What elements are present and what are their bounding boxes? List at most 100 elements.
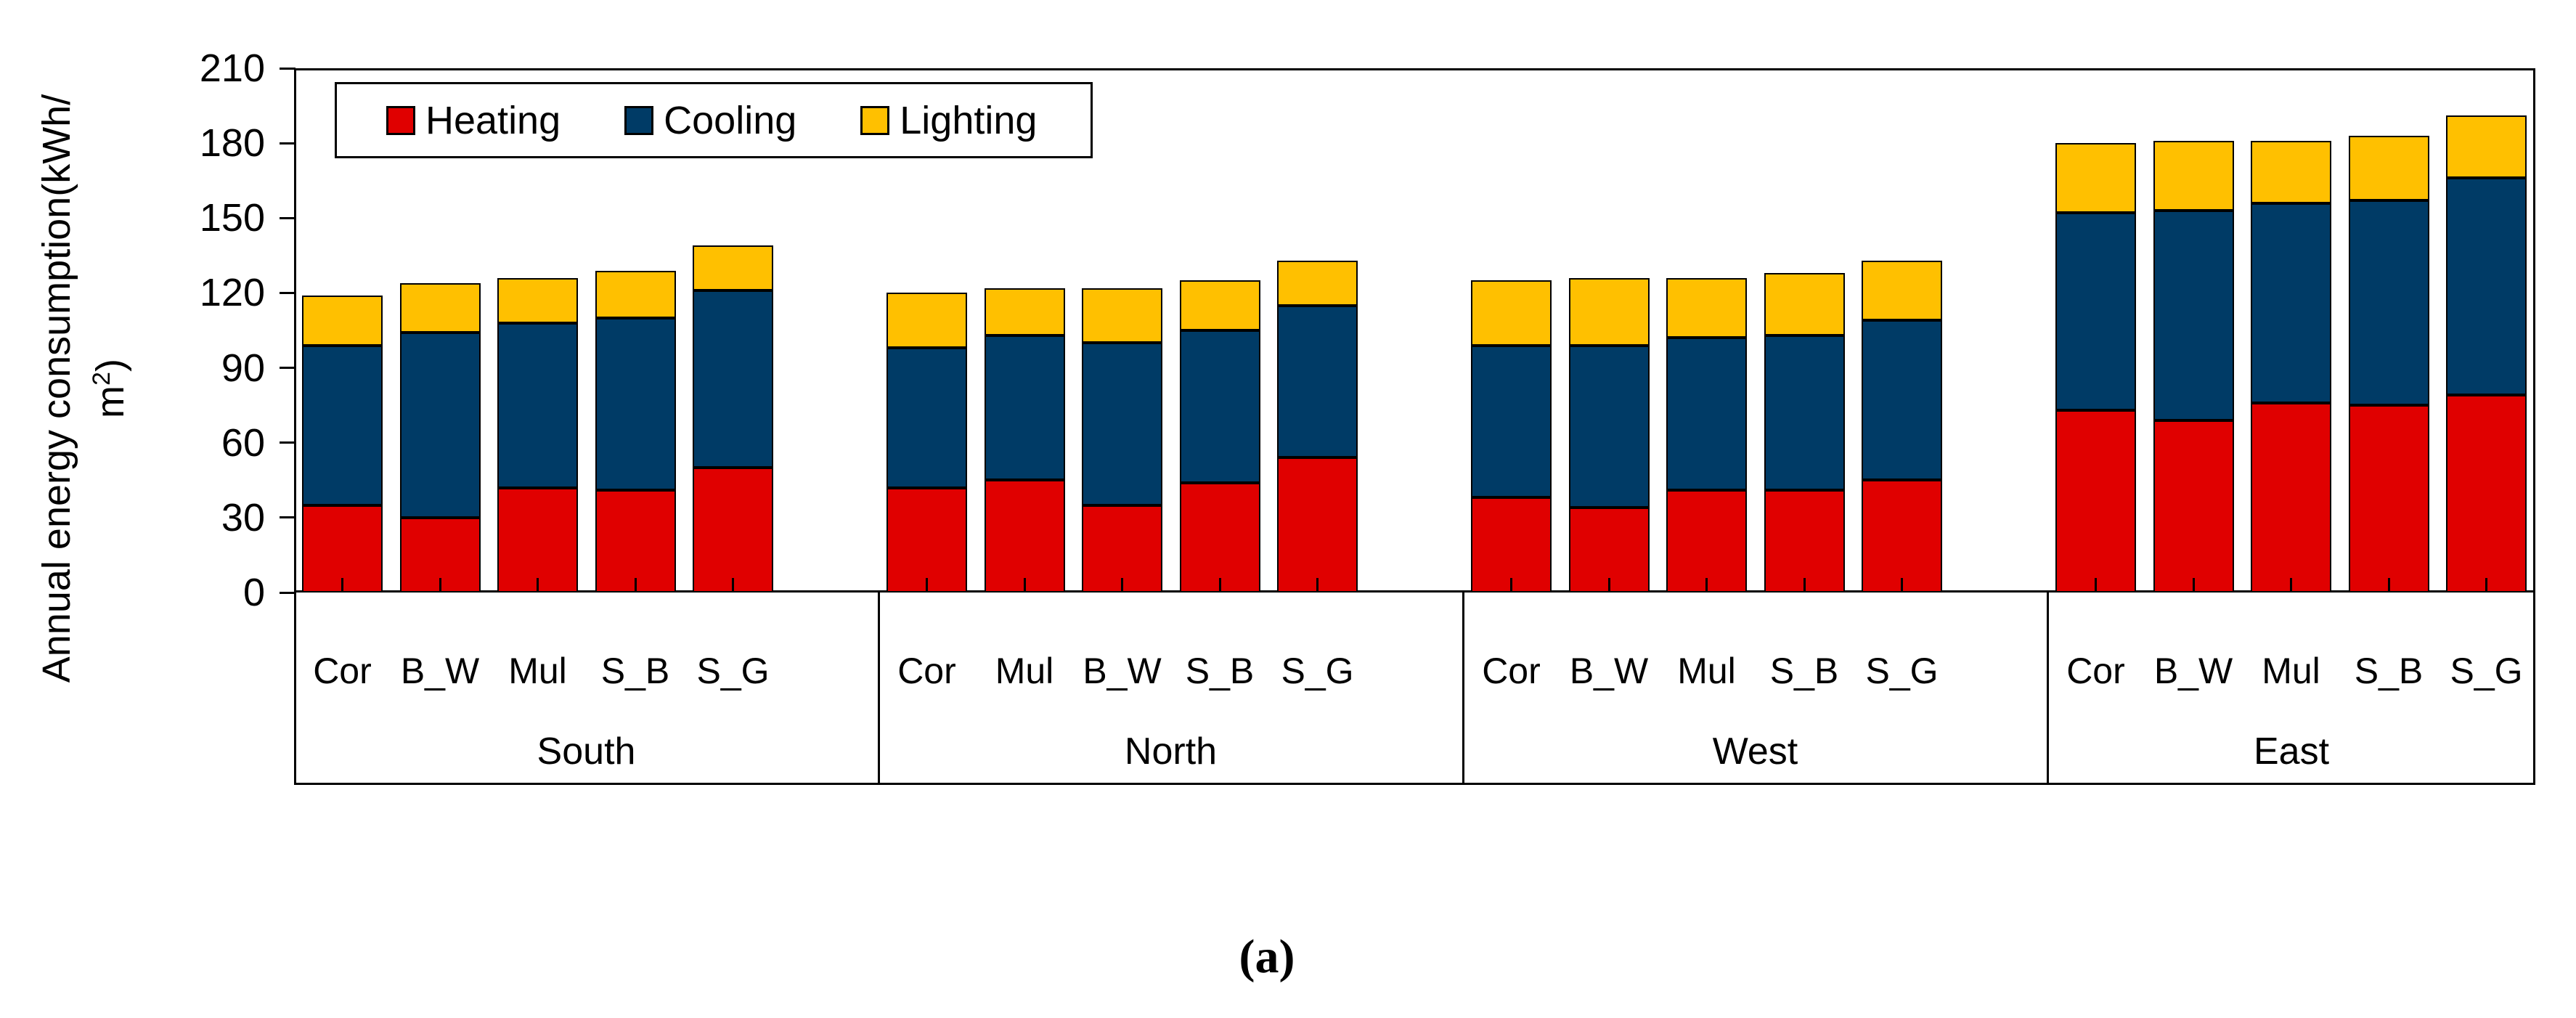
bar-segment-cooling (1082, 343, 1162, 505)
label-area-right-line (2533, 593, 2535, 783)
bar-segment-lighting (399, 282, 481, 333)
bar-segment-heating (1082, 505, 1162, 593)
cooling-swatch-icon (624, 105, 654, 135)
legend-label-cooling: Cooling (664, 98, 797, 142)
x-tick-mark (1607, 578, 1610, 593)
bar-segment-heating (886, 487, 967, 593)
bar-segment-cooling (302, 345, 383, 505)
bar-segment-cooling (497, 322, 578, 488)
group-label-west: West (1712, 730, 1798, 773)
bar-segment-lighting (1082, 288, 1162, 343)
x-tick-mark (1316, 578, 1318, 593)
bar-segment-lighting (1277, 260, 1358, 306)
bar-segment-lighting (693, 245, 773, 290)
x-tick-mark (1218, 578, 1221, 593)
stacked-bar-east-s_b (2348, 135, 2429, 593)
bar-segment-heating (2251, 402, 2331, 593)
heating-swatch-icon (386, 105, 415, 135)
x-category-label-west-s_b: S_B (1769, 651, 1839, 691)
y-tick-label-0: 0 (242, 571, 265, 614)
bar-segment-lighting (1862, 260, 1942, 321)
bar-segment-heating (497, 487, 578, 593)
bar-segment-cooling (595, 317, 676, 491)
y-tick-mark (280, 367, 295, 370)
bar-segment-heating (2446, 395, 2527, 593)
bar-segment-cooling (2446, 178, 2527, 396)
y-tick-mark (280, 216, 295, 219)
group-label-east: East (2253, 730, 2330, 773)
bar-segment-heating (1471, 497, 1552, 593)
bar-segment-cooling (2055, 213, 2136, 411)
stacked-bar-north-cor (886, 293, 967, 593)
x-category-label-south-s_g: S_G (696, 651, 770, 691)
x-category-label-east-b_w: B_W (2153, 651, 2233, 691)
x-category-label-east-cor: Cor (2066, 651, 2125, 691)
x-tick-mark (2290, 578, 2292, 593)
legend: Heating Cooling Lighting (335, 82, 1093, 158)
y-tick-mark (280, 67, 295, 70)
bar-segment-heating (595, 490, 676, 593)
y-axis-title: Annual energy consumption(kWh/ m2) (34, 0, 132, 791)
bar-segment-lighting (1568, 277, 1650, 346)
x-category-label-east-s_b: S_B (2354, 651, 2424, 691)
group-divider-line (2046, 593, 2049, 783)
bar-segment-lighting (1179, 280, 1260, 330)
y-tick-label-90: 90 (221, 346, 265, 390)
bar-segment-cooling (1471, 345, 1552, 498)
bar-segment-lighting (2153, 140, 2234, 211)
y-tick-label-180: 180 (199, 121, 265, 166)
x-tick-mark (439, 578, 441, 593)
bar-segment-cooling (1568, 345, 1650, 508)
legend-item-cooling: Cooling (624, 98, 796, 143)
x-tick-mark (1901, 578, 1903, 593)
bar-segment-lighting (2348, 135, 2429, 201)
bar-segment-heating (2055, 410, 2136, 593)
stacked-bar-north-s_g (1277, 260, 1358, 593)
bar-segment-lighting (984, 288, 1065, 335)
legend-item-lighting: Lighting (860, 98, 1037, 143)
x-tick-mark (341, 578, 343, 593)
bar-segment-heating (1862, 480, 1942, 593)
bar-segment-cooling (2251, 203, 2331, 403)
stacked-bar-west-s_b (1764, 272, 1845, 593)
x-category-label-west-b_w: B_W (1569, 651, 1649, 691)
legend-label-heating: Heating (425, 98, 561, 142)
bar-segment-lighting (2446, 115, 2527, 179)
bar-segment-cooling (1179, 330, 1260, 483)
bar-segment-cooling (1862, 320, 1942, 481)
group-label-south: South (537, 730, 636, 773)
group-divider-line (294, 593, 296, 783)
bar-segment-cooling (399, 333, 481, 518)
stacked-bar-west-cor (1471, 280, 1552, 593)
bar-segment-lighting (302, 295, 383, 346)
stacked-bar-north-b_w (1082, 288, 1162, 593)
y-tick-mark (280, 516, 295, 519)
x-category-label-west-cor: Cor (1482, 651, 1541, 691)
x-tick-mark (2387, 578, 2390, 593)
bar-segment-lighting (595, 270, 676, 318)
y-tick-label-210: 210 (199, 46, 265, 90)
x-tick-mark (634, 578, 637, 593)
x-tick-mark (926, 578, 928, 593)
bar-segment-lighting (2055, 143, 2136, 213)
bar-segment-lighting (1764, 272, 1845, 335)
bar-segment-lighting (886, 293, 967, 349)
stacked-bar-east-cor (2055, 143, 2136, 593)
group-divider-line (1462, 593, 1464, 783)
x-category-label-south-b_w: B_W (400, 651, 480, 691)
bar-segment-cooling (2153, 210, 2234, 420)
stacked-bar-west-s_g (1862, 260, 1942, 593)
bar-segment-heating (302, 505, 383, 593)
bar-segment-lighting (1471, 280, 1552, 346)
stacked-bar-south-s_b (595, 270, 676, 593)
stacked-bar-south-cor (302, 295, 383, 593)
bar-segment-cooling (984, 335, 1065, 481)
bar-segment-lighting (497, 277, 578, 323)
x-category-label-east-s_g: S_G (2450, 651, 2523, 691)
x-category-label-south-cor: Cor (313, 651, 372, 691)
bar-segment-cooling (886, 348, 967, 488)
bar-segment-heating (1764, 490, 1845, 593)
x-category-label-north-cor: Cor (897, 651, 956, 691)
bar-segment-cooling (2348, 200, 2429, 406)
